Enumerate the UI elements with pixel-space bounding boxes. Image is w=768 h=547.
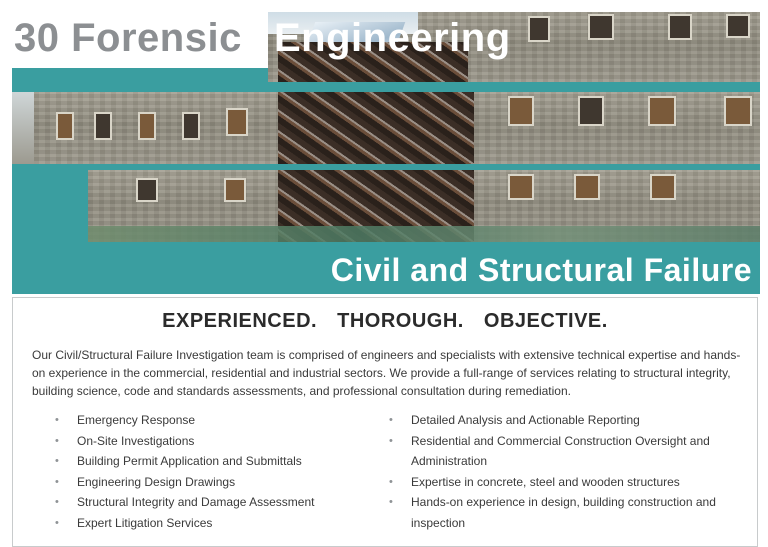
page-title-part2: Engineering [274, 16, 511, 60]
services-list-right: Detailed Analysis and Actionable Reporti… [389, 410, 719, 533]
list-item: Detailed Analysis and Actionable Reporti… [389, 410, 719, 431]
header-banner: 30 Forensic Engineering Civil and Struct… [12, 12, 760, 294]
collapsed-building-photo-top [268, 12, 760, 82]
list-item: Building Permit Application and Submitta… [55, 451, 355, 472]
list-item: Structural Integrity and Damage Assessme… [55, 492, 355, 513]
services-list-left: Emergency Response On-Site Investigation… [55, 410, 355, 533]
list-item: Residential and Commercial Construction … [389, 431, 719, 472]
page-title-part1: 30 Forensic [14, 16, 242, 60]
content-box: EXPERIENCED. THOROUGH. OBJECTIVE. Our Ci… [12, 297, 758, 547]
tagline: EXPERIENCED. THOROUGH. OBJECTIVE. [162, 310, 608, 332]
list-item: Emergency Response [55, 410, 355, 431]
title-white-panel [12, 12, 268, 68]
page-subtitle: Civil and Structural Failure [330, 252, 752, 288]
list-item: Expertise in concrete, steel and wooden … [389, 472, 719, 493]
list-item: On-Site Investigations [55, 431, 355, 452]
list-item: Engineering Design Drawings [55, 472, 355, 493]
list-item: Expert Litigation Services [55, 513, 355, 534]
collapsed-building-photo-bottom [88, 170, 760, 242]
collapsed-building-photo-middle [12, 92, 760, 164]
list-item: Hands-on experience in design, building … [389, 492, 719, 533]
intro-paragraph: Our Civil/Structural Failure Investigati… [32, 348, 741, 398]
